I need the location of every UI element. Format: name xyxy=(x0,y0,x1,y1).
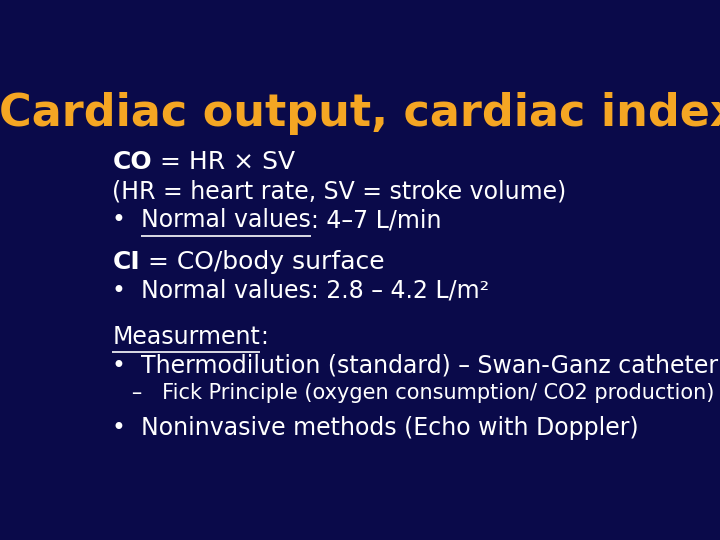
Text: Cardiac output, cardiac index: Cardiac output, cardiac index xyxy=(0,92,720,135)
Text: Normal values: Normal values xyxy=(141,208,311,232)
Text: CO: CO xyxy=(112,150,152,174)
Text: •: • xyxy=(112,416,141,440)
Text: = HR × SV: = HR × SV xyxy=(152,150,295,174)
Text: :: : xyxy=(260,325,268,349)
Text: = CO/body surface: = CO/body surface xyxy=(140,250,384,274)
Text: Normal values: 2.8 – 4.2 L/m²: Normal values: 2.8 – 4.2 L/m² xyxy=(141,279,490,303)
Text: : 4–7 L/min: : 4–7 L/min xyxy=(311,208,441,232)
Text: •: • xyxy=(112,354,141,378)
Text: (HR = heart rate, SV = stroke volume): (HR = heart rate, SV = stroke volume) xyxy=(112,179,567,203)
Text: CI: CI xyxy=(112,250,140,274)
Text: Measurment: Measurment xyxy=(112,325,260,349)
Text: –   Fick Principle (oxygen consumption/ CO2 production): – Fick Principle (oxygen consumption/ CO… xyxy=(112,383,715,403)
Text: Noninvasive methods (Echo with Doppler): Noninvasive methods (Echo with Doppler) xyxy=(141,416,639,440)
Text: •: • xyxy=(112,279,141,303)
Text: •: • xyxy=(112,208,141,232)
Text: Thermodilution (standard) – Swan-Ganz catheter: Thermodilution (standard) – Swan-Ganz ca… xyxy=(141,354,719,378)
